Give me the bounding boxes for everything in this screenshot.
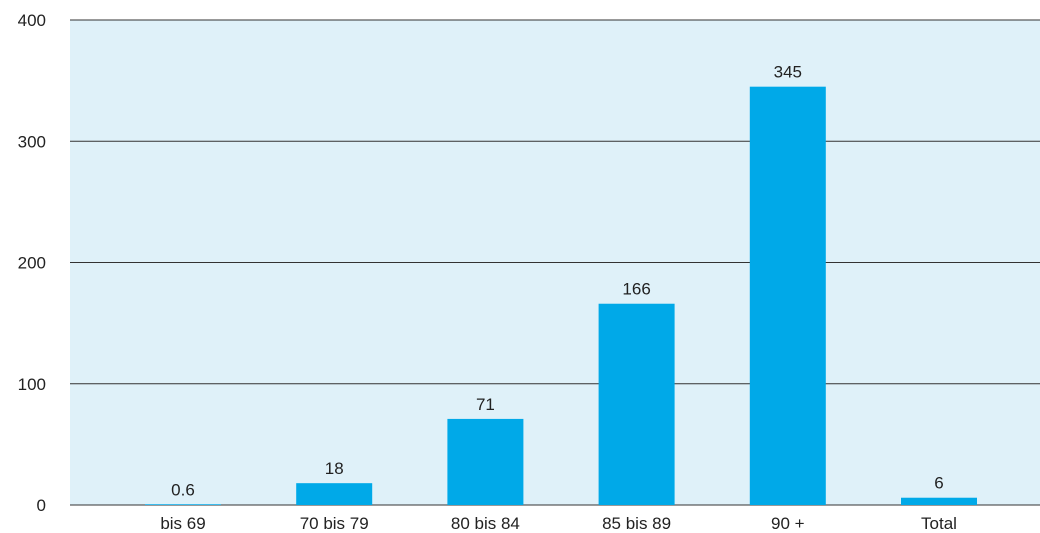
y-tick-label: 400 xyxy=(18,11,46,30)
data-label: 0.6 xyxy=(171,480,195,499)
data-label: 345 xyxy=(774,63,802,82)
data-label: 71 xyxy=(476,395,495,414)
data-label: 166 xyxy=(622,280,650,299)
x-tick-label: Total xyxy=(921,514,957,533)
data-labels: 0.6 18 71 166 345 6 xyxy=(171,63,944,500)
bar-bis-69 xyxy=(145,504,221,505)
bar-70-bis-79 xyxy=(296,483,373,505)
x-axis: bis 69 70 bis 79 80 bis 84 85 bis 89 90 + Tot… xyxy=(160,514,957,533)
y-axis: 0 100 200 300 400 xyxy=(18,11,46,515)
x-tick-label: bis 69 xyxy=(160,514,205,533)
y-tick-label: 100 xyxy=(18,375,46,394)
bar-80-bis-84 xyxy=(447,418,524,505)
y-tick-label: 0 xyxy=(37,496,46,515)
x-tick-label: 90 + xyxy=(771,514,805,533)
gridlines xyxy=(70,19,1040,506)
x-tick-label: 80 bis 84 xyxy=(451,514,520,533)
x-tick-label: 85 bis 89 xyxy=(602,514,671,533)
bars xyxy=(145,86,977,505)
data-label: 18 xyxy=(325,459,344,478)
x-tick-label: 70 bis 79 xyxy=(300,514,369,533)
bar-85-bis-89 xyxy=(598,303,675,505)
y-tick-label: 200 xyxy=(18,254,46,273)
data-label: 6 xyxy=(934,474,943,493)
y-tick-label: 300 xyxy=(18,132,46,151)
bar-total xyxy=(901,497,977,505)
bar-90-plus xyxy=(749,86,826,505)
